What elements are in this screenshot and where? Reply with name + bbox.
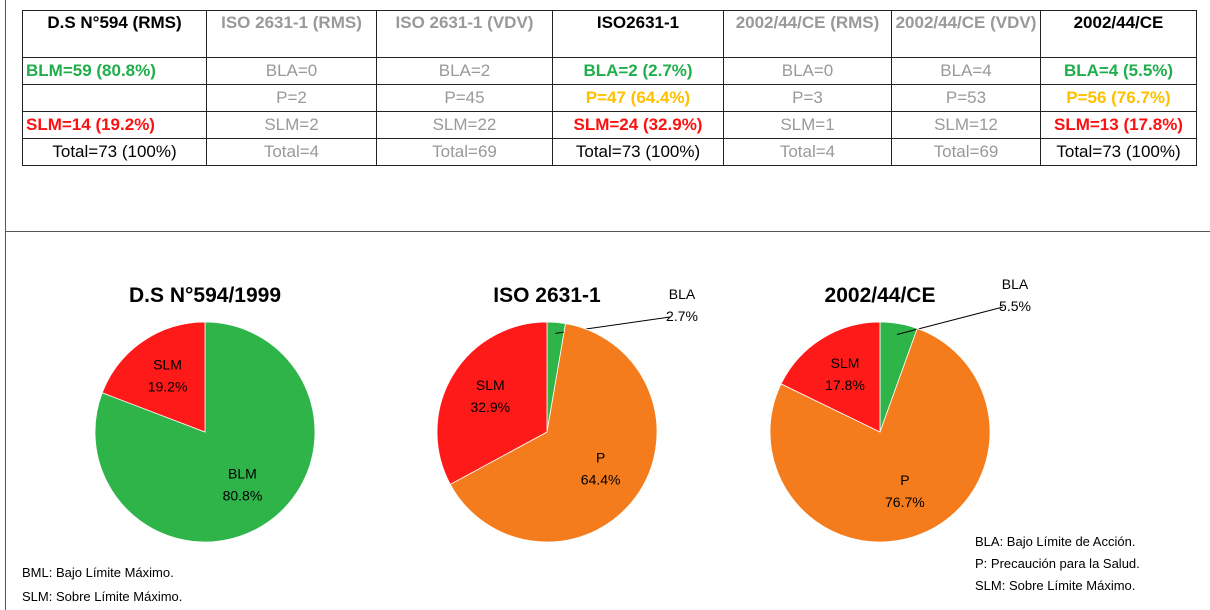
pie-slice (101, 321, 206, 433)
slice-label: BLA (669, 286, 696, 302)
table-cell: BLA=2 (2.7%) (552, 57, 724, 85)
slice-value: 5.5% (999, 298, 1031, 314)
table-cell: 2002/44/CE (VDV) (891, 10, 1041, 58)
table-cell: Total=73 (100%) (552, 138, 724, 166)
note: SLM: Sobre Límite Máximo. (22, 589, 182, 604)
charts-frame (5, 232, 1210, 610)
table-cell: SLM=13 (17.8%) (1040, 111, 1197, 139)
slice-label: BLM (228, 465, 257, 481)
pie-slice (769, 327, 991, 543)
slice-label: SLM (153, 357, 182, 373)
slice-label: P (596, 449, 605, 465)
table-row: P=2 P=45 P=47 (64.4%) P=3 P=53 P=56 (76.7%) (22, 84, 1197, 112)
table-cell: SLM=1 (723, 111, 892, 139)
table-cell: ISO2631-1 (552, 10, 724, 58)
table-cell: P=47 (64.4%) (552, 84, 724, 112)
slice-value: 76.7% (885, 494, 925, 510)
table-cell: BLA=4 (891, 57, 1041, 85)
leader-line (896, 306, 1004, 335)
table-cell: P=53 (891, 84, 1041, 112)
table-cell: Total=4 (723, 138, 892, 166)
table-cell: Total=69 (376, 138, 553, 166)
slice-value: 17.8% (825, 377, 865, 393)
table-cell (22, 84, 207, 112)
table-row: BLM=59 (80.8%) BLA=0 BLA=2 BLA=2 (2.7%) BLA=… (22, 57, 1197, 85)
table-cell: BLA=2 (376, 57, 553, 85)
table-cell: SLM=12 (891, 111, 1041, 139)
chart-title: ISO 2631-1 (493, 284, 601, 307)
table-cell: BLA=0 (723, 57, 892, 85)
table-cell: SLM=2 (206, 111, 377, 139)
note: SLM: Sobre Límite Máximo. (975, 578, 1135, 593)
pie-slice (449, 323, 658, 543)
slice-value: 19.2% (148, 379, 188, 395)
table-cell: SLM=14 (19.2%) (22, 111, 207, 139)
note: P: Precaución para la Salud. (975, 556, 1140, 571)
slice-value: 2.7% (666, 308, 698, 324)
table-cell: BLA=0 (206, 57, 377, 85)
note: BML: Bajo Límite Máximo. (22, 565, 174, 580)
slice-label: BLA (1002, 276, 1029, 292)
table-cell: BLA=4 (5.5%) (1040, 57, 1197, 85)
chart-title: 2002/44/CE (825, 284, 936, 307)
slice-label: SLM (476, 377, 505, 393)
pie-slice (780, 321, 881, 433)
table-cell: D.S N°594 (RMS) (22, 10, 207, 58)
table-cell: Total=73 (100%) (22, 138, 207, 166)
table-cell: BLM=59 (80.8%) (22, 57, 207, 85)
table-cell: ISO 2631-1 (RMS) (206, 10, 377, 58)
slice-label: P (900, 472, 909, 488)
table-cell: P=56 (76.7%) (1040, 84, 1197, 112)
table-cell: SLM=24 (32.9%) (552, 111, 724, 139)
table-cell: P=2 (206, 84, 377, 112)
table-cell: Total=69 (891, 138, 1041, 166)
slice-value: 80.8% (223, 487, 263, 503)
slice-label: SLM (831, 355, 860, 371)
table-cell: Total=73 (100%) (1040, 138, 1197, 166)
slice-value: 32.9% (470, 399, 510, 415)
table-cell: 2002/44/CE (RMS) (723, 10, 892, 58)
slice-value: 64.4% (581, 471, 621, 487)
note: BLA: Bajo Límite de Acción. (975, 534, 1135, 549)
results-table: D.S N°594 (RMS) ISO 2631-1 (RMS) ISO 2631-… (22, 10, 1197, 166)
chart-title: D.S N°594/1999 (129, 284, 281, 307)
pie-slice (436, 321, 548, 485)
table-row: SLM=14 (19.2%) SLM=2 SLM=22 SLM=24 (32.9%) S… (22, 111, 1197, 139)
table-row: Total=73 (100%) Total=4 Total=69 Total=73 (… (22, 138, 1197, 166)
table-row: D.S N°594 (RMS) ISO 2631-1 (RMS) ISO 2631-… (22, 10, 1197, 58)
table-frame (5, 0, 1210, 232)
table-cell: Total=4 (206, 138, 377, 166)
